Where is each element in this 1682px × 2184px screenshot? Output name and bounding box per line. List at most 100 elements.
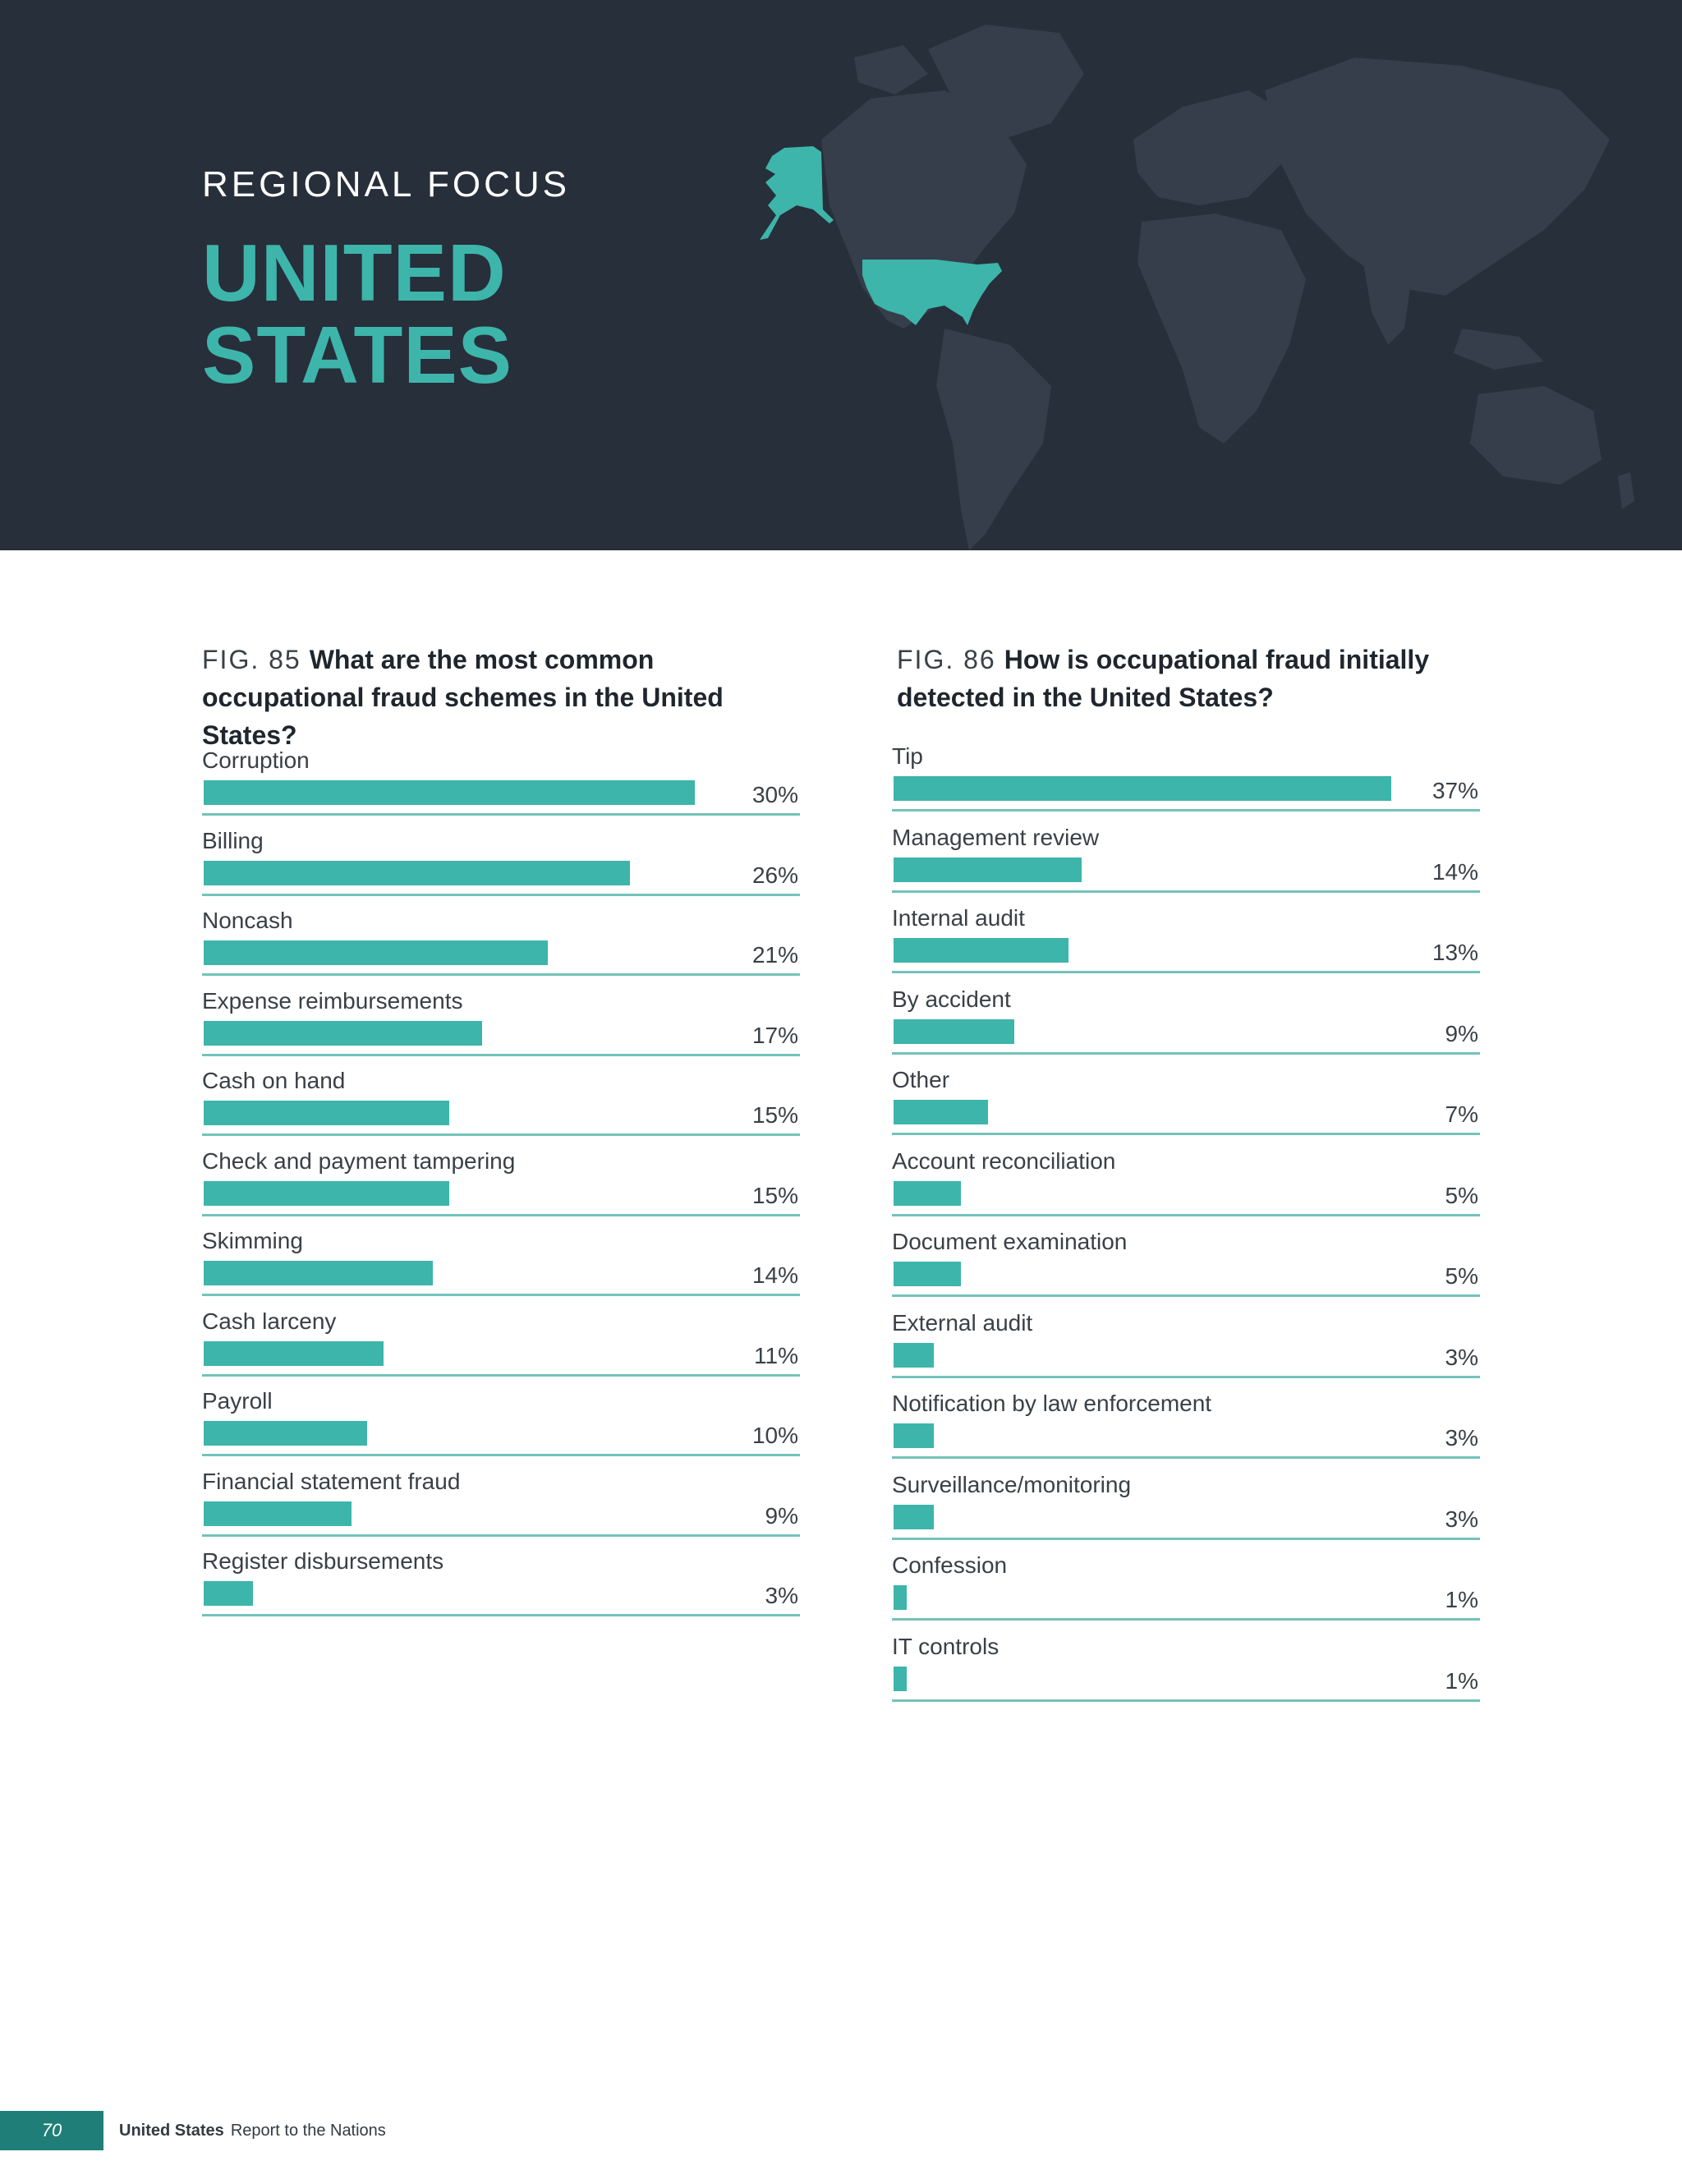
chart1-category-label: Confession xyxy=(892,1552,1008,1578)
chart1-category-label: IT controls xyxy=(892,1633,1000,1659)
chart0-value-label: 30% xyxy=(751,782,798,807)
chart1-bar xyxy=(894,1423,935,1448)
chart0-row-divider xyxy=(202,1373,800,1377)
eyebrow-label: REGIONAL FOCUS xyxy=(202,164,570,205)
chart0-category-label: Corruption xyxy=(202,747,310,773)
chart1-row: Surveillance/monitoring 3% xyxy=(892,1472,1480,1553)
chart1-value-label: 37% xyxy=(1432,778,1478,803)
chart0-bar xyxy=(204,1340,384,1366)
usa-highlight-shape xyxy=(862,260,1002,325)
chart1-category-label: Surveillance/monitoring xyxy=(892,1471,1132,1497)
chart0-value-label: 21% xyxy=(751,942,798,968)
chart1-row-divider xyxy=(892,1294,1480,1297)
chart0-value-label: 9% xyxy=(765,1502,798,1529)
chart0-bar xyxy=(204,1101,450,1125)
africa-shape xyxy=(1137,214,1306,444)
chart1-row: Notification by law enforcement 3% xyxy=(892,1391,1480,1472)
chart1-value-label: 3% xyxy=(1445,1344,1478,1370)
chart1-row-divider xyxy=(892,1699,1480,1702)
chart0-value-label: 17% xyxy=(751,1022,798,1048)
chart0-value-label: 15% xyxy=(751,1102,798,1128)
chart0-row-divider xyxy=(202,893,800,896)
chart1-row: Internal audit 13% xyxy=(892,905,1480,986)
chart1-row: Other 7% xyxy=(892,1067,1480,1148)
new-zealand-shape xyxy=(1618,472,1634,509)
chart0-value-label: 11% xyxy=(754,1342,798,1368)
chart0-row: Cash on hand 15% xyxy=(202,1068,800,1148)
chart1-value-label: 14% xyxy=(1432,858,1478,885)
chart0-row: Expense reimbursements 17% xyxy=(202,988,800,1069)
chart1-bar xyxy=(894,1504,935,1529)
fig86-question: How is occupational fraud initially dete… xyxy=(897,645,1430,712)
chart1-row-divider xyxy=(892,1618,1480,1621)
chart1-bar xyxy=(894,1585,908,1610)
fig86-title: FIG. 86 How is occupational fraud initial… xyxy=(897,641,1472,716)
chart1-row: By accident 9% xyxy=(892,986,1480,1068)
greenland-shape xyxy=(928,25,1084,140)
chart1-value-label: 13% xyxy=(1432,940,1478,965)
chart1-category-label: Tip xyxy=(892,743,923,769)
chart0-row-divider xyxy=(202,1614,800,1616)
chart0-row: Cash larceny 11% xyxy=(202,1308,800,1389)
chart1-bar xyxy=(894,1262,961,1286)
chart0-bar xyxy=(204,860,630,885)
chart1-row: IT controls 1% xyxy=(892,1634,1480,1715)
chart0-category-label: Billing xyxy=(202,827,264,853)
chart0-category-label: Financial statement fraud xyxy=(202,1468,461,1494)
fig86-number: FIG. 86 xyxy=(897,645,996,674)
chart0-bar xyxy=(204,1581,253,1606)
australia-shape xyxy=(1470,386,1602,485)
chart0-row-divider xyxy=(202,1213,800,1216)
chart1-bar xyxy=(894,1100,988,1124)
page-number: 70 xyxy=(0,2111,103,2150)
chart0-value-label: 3% xyxy=(765,1583,798,1608)
chart1-row-divider xyxy=(892,1051,1480,1055)
chart0-row-divider xyxy=(202,1454,800,1456)
chart1-row: Account reconciliation 5% xyxy=(892,1148,1480,1230)
chart1-category-label: Other xyxy=(892,1067,950,1092)
chart0-category-label: Register disbursements xyxy=(202,1548,444,1574)
chart1-row-divider xyxy=(892,809,1480,812)
chart1-row-divider xyxy=(892,1456,1480,1459)
chart1-category-label: Internal audit xyxy=(892,905,1025,931)
chart1-row: External audit 3% xyxy=(892,1310,1480,1391)
alaska-highlight-shape xyxy=(760,146,834,240)
chart0-bar xyxy=(204,1180,450,1206)
chart1-category-label: Notification by law enforcement xyxy=(892,1391,1212,1416)
chart1-bar xyxy=(894,938,1068,963)
chart1-category-label: Management review xyxy=(892,824,1100,850)
chart1-row-divider xyxy=(892,1375,1480,1378)
chart1-value-label: 1% xyxy=(1445,1587,1478,1612)
south-america-shape xyxy=(936,329,1051,550)
chart1-value-label: 5% xyxy=(1445,1182,1478,1208)
chart1-row-divider xyxy=(892,1133,1480,1135)
chart1-row-divider xyxy=(892,1537,1480,1540)
chart0-row: Noncash 21% xyxy=(202,908,800,988)
chart1-row: Document examination 5% xyxy=(892,1229,1480,1310)
chart0-value-label: 15% xyxy=(751,1182,798,1208)
arctic-islands-shape xyxy=(854,45,928,94)
chart0-category-label: Cash on hand xyxy=(202,1068,346,1093)
chart0-bar xyxy=(204,1421,368,1446)
chart1-row: Confession 1% xyxy=(892,1552,1480,1634)
world-map-icon xyxy=(760,25,1634,550)
chart1-category-label: By accident xyxy=(892,986,1011,1012)
chart1-bar xyxy=(894,1180,961,1206)
page-title: UNITED STATES xyxy=(202,232,512,396)
chart0-row: Corruption 30% xyxy=(202,747,800,828)
chart1-bar xyxy=(894,857,1082,882)
chart0-row-divider xyxy=(202,973,800,976)
chart0-row: Skimming 14% xyxy=(202,1228,800,1308)
chart0-row: Register disbursements 3% xyxy=(202,1548,800,1629)
india-shape xyxy=(1363,263,1413,345)
chart1-row-divider xyxy=(892,890,1480,893)
sea-islands-shape xyxy=(1454,329,1544,370)
chart1-value-label: 9% xyxy=(1445,1020,1478,1046)
chart0-row: Billing 26% xyxy=(202,828,800,908)
fig85-question: What are the most common occupational fr… xyxy=(202,645,724,750)
chart1-row: Tip 37% xyxy=(892,743,1480,825)
chart1-value-label: 5% xyxy=(1445,1263,1478,1289)
chart1-category-label: Document examination xyxy=(892,1229,1128,1254)
europe-shape xyxy=(1133,90,1289,205)
chart0-category-label: Noncash xyxy=(202,908,293,933)
